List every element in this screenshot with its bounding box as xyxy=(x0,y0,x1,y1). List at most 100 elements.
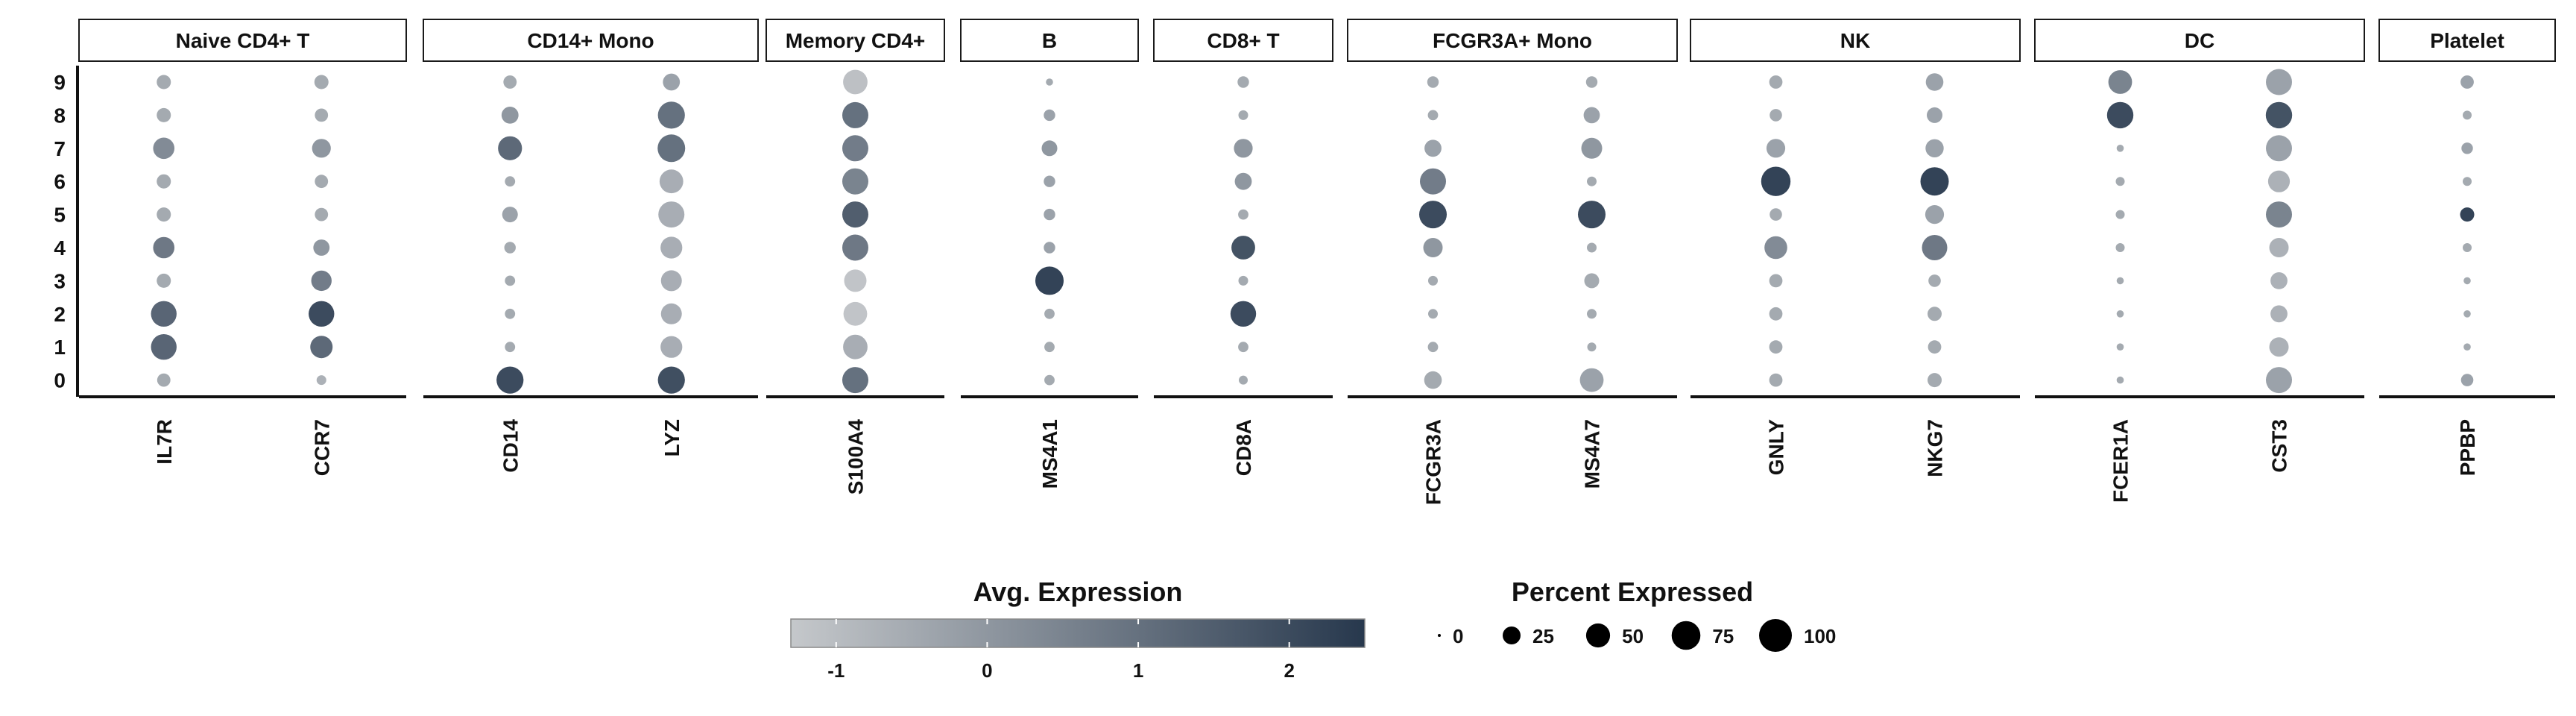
dot-fcgr3a-cluster-2 xyxy=(1428,309,1438,319)
dot-ms4a1-cluster-0 xyxy=(1044,374,1055,386)
dot-ppbp-cluster-5 xyxy=(2460,207,2475,222)
color-legend-tick-label: 1 xyxy=(1133,659,1143,682)
row-label-cluster-0: 0 xyxy=(54,369,66,392)
dot-ms4a7-cluster-4 xyxy=(1587,242,1597,253)
dot-gnly-cluster-1 xyxy=(1769,340,1783,354)
row-label-cluster-6: 6 xyxy=(54,170,66,193)
dot-ccr7-cluster-0 xyxy=(316,375,326,386)
dot-cd8a-cluster-3 xyxy=(1238,275,1248,286)
dot-s100a4-cluster-1 xyxy=(843,334,868,359)
color-legend-tick-label: 2 xyxy=(1284,659,1294,682)
size-legend-dot-100 xyxy=(1759,619,1792,652)
dot-nkg7-cluster-9 xyxy=(1925,73,1944,91)
facet-strip-fcgr3a-mono xyxy=(1347,19,1678,62)
dot-ccr7-cluster-7 xyxy=(312,139,331,158)
dot-fcgr3a-cluster-8 xyxy=(1427,110,1439,121)
dot-il7r-cluster-3 xyxy=(157,273,171,288)
dot-ccr7-cluster-1 xyxy=(310,336,333,359)
gene-label-ms4a1: MS4A1 xyxy=(1038,419,1061,489)
row-label-cluster-2: 2 xyxy=(54,303,66,326)
dot-s100a4-cluster-8 xyxy=(842,101,868,128)
gene-label-nkg7: NKG7 xyxy=(1924,419,1947,477)
facet-label-cd8-t: CD8+ T xyxy=(1207,29,1279,52)
dot-cst3-cluster-3 xyxy=(2270,272,2288,289)
dot-il7r-cluster-6 xyxy=(157,174,171,189)
facet-strip-dc xyxy=(2034,19,2365,62)
dot-fcgr3a-cluster-4 xyxy=(1423,238,1443,257)
dot-fcgr3a-cluster-9 xyxy=(1427,76,1439,88)
dot-ms4a1-cluster-7 xyxy=(1041,140,1058,157)
dot-il7r-cluster-2 xyxy=(151,301,177,327)
dot-ms4a7-cluster-5 xyxy=(1578,201,1606,229)
dot-fcer1a-cluster-7 xyxy=(2116,145,2124,152)
dot-s100a4-cluster-9 xyxy=(843,69,868,95)
dot-ccr7-cluster-3 xyxy=(311,270,332,292)
dot-lyz-cluster-7 xyxy=(657,134,686,163)
dot-cst3-cluster-5 xyxy=(2266,201,2292,228)
facet-strip-nk xyxy=(1690,19,2021,62)
dot-s100a4-cluster-7 xyxy=(842,135,868,162)
dot-cd14-cluster-6 xyxy=(505,176,516,187)
dot-cst3-cluster-8 xyxy=(2265,101,2293,129)
dot-cst3-cluster-7 xyxy=(2266,135,2292,162)
dot-fcgr3a-cluster-5 xyxy=(1419,201,1447,229)
dot-cd14-cluster-2 xyxy=(505,308,516,319)
facet-label-memory-cd4: Memory CD4+ xyxy=(786,29,926,52)
dot-fcer1a-cluster-2 xyxy=(2116,310,2124,318)
dot-gnly-cluster-2 xyxy=(1769,307,1783,321)
dot-ppbp-cluster-7 xyxy=(2461,142,2473,154)
size-legend-label-0: 0 xyxy=(1453,625,1463,647)
size-legend-title: Percent Expressed xyxy=(1512,577,1753,607)
dot-ms4a7-cluster-9 xyxy=(1585,76,1598,88)
dot-ms4a1-cluster-4 xyxy=(1044,242,1055,254)
facet-strip-b xyxy=(960,19,1139,62)
dot-nkg7-cluster-4 xyxy=(1922,235,1948,260)
dot-gnly-cluster-8 xyxy=(1770,109,1782,122)
facet-strip-cd8-t xyxy=(1153,19,1333,62)
row-label-cluster-7: 7 xyxy=(54,137,66,160)
dot-nkg7-cluster-5 xyxy=(1925,205,1945,224)
gene-label-lyz: LYZ xyxy=(660,419,684,456)
dot-il7r-cluster-5 xyxy=(157,207,171,222)
dot-fcgr3a-cluster-3 xyxy=(1428,275,1438,286)
dot-cd8a-cluster-0 xyxy=(1239,375,1248,385)
gene-label-cd14: CD14 xyxy=(499,419,522,473)
dot-fcer1a-cluster-6 xyxy=(2115,177,2125,186)
facet-strip-naive-cd4-t xyxy=(78,19,407,62)
color-legend-title: Avg. Expression xyxy=(973,577,1183,607)
row-label-cluster-8: 8 xyxy=(54,104,66,127)
gene-label-gnly: GNLY xyxy=(1765,419,1788,476)
dot-il7r-cluster-9 xyxy=(157,75,171,90)
dot-cd8a-cluster-2 xyxy=(1230,301,1257,327)
dot-ms4a1-cluster-9 xyxy=(1046,78,1053,86)
dot-ppbp-cluster-4 xyxy=(2463,243,2472,252)
dot-cd8a-cluster-1 xyxy=(1238,342,1248,353)
dot-fcer1a-cluster-1 xyxy=(2116,343,2124,351)
dot-ppbp-cluster-9 xyxy=(2460,75,2474,89)
dot-nkg7-cluster-6 xyxy=(1920,167,1949,196)
dot-lyz-cluster-6 xyxy=(659,169,684,194)
dot-s100a4-cluster-2 xyxy=(843,301,868,326)
dot-ccr7-cluster-6 xyxy=(315,175,329,189)
dot-lyz-cluster-3 xyxy=(660,270,682,292)
dot-fcer1a-cluster-8 xyxy=(2106,101,2134,129)
dot-cd14-cluster-0 xyxy=(496,366,524,394)
dot-gnly-cluster-0 xyxy=(1769,373,1783,387)
dot-ms4a7-cluster-0 xyxy=(1579,368,1604,392)
dot-il7r-cluster-8 xyxy=(157,107,171,122)
dot-s100a4-cluster-3 xyxy=(844,269,867,292)
dot-fcgr3a-cluster-1 xyxy=(1427,342,1439,353)
dot-ppbp-cluster-2 xyxy=(2463,310,2471,318)
dot-s100a4-cluster-0 xyxy=(842,367,868,394)
gene-label-cd8a: CD8A xyxy=(1232,419,1255,476)
dot-nkg7-cluster-0 xyxy=(1928,373,1942,388)
facet-label-platelet: Platelet xyxy=(2430,29,2504,52)
facet-strip-memory-cd4 xyxy=(765,19,945,62)
dot-ms4a1-cluster-8 xyxy=(1044,109,1055,122)
dot-ccr7-cluster-5 xyxy=(315,207,329,222)
dot-cd14-cluster-4 xyxy=(504,242,516,254)
dot-fcer1a-cluster-0 xyxy=(2116,376,2124,384)
gene-label-cst3: CST3 xyxy=(2268,419,2291,473)
facet-strip-platelet xyxy=(2378,19,2556,62)
